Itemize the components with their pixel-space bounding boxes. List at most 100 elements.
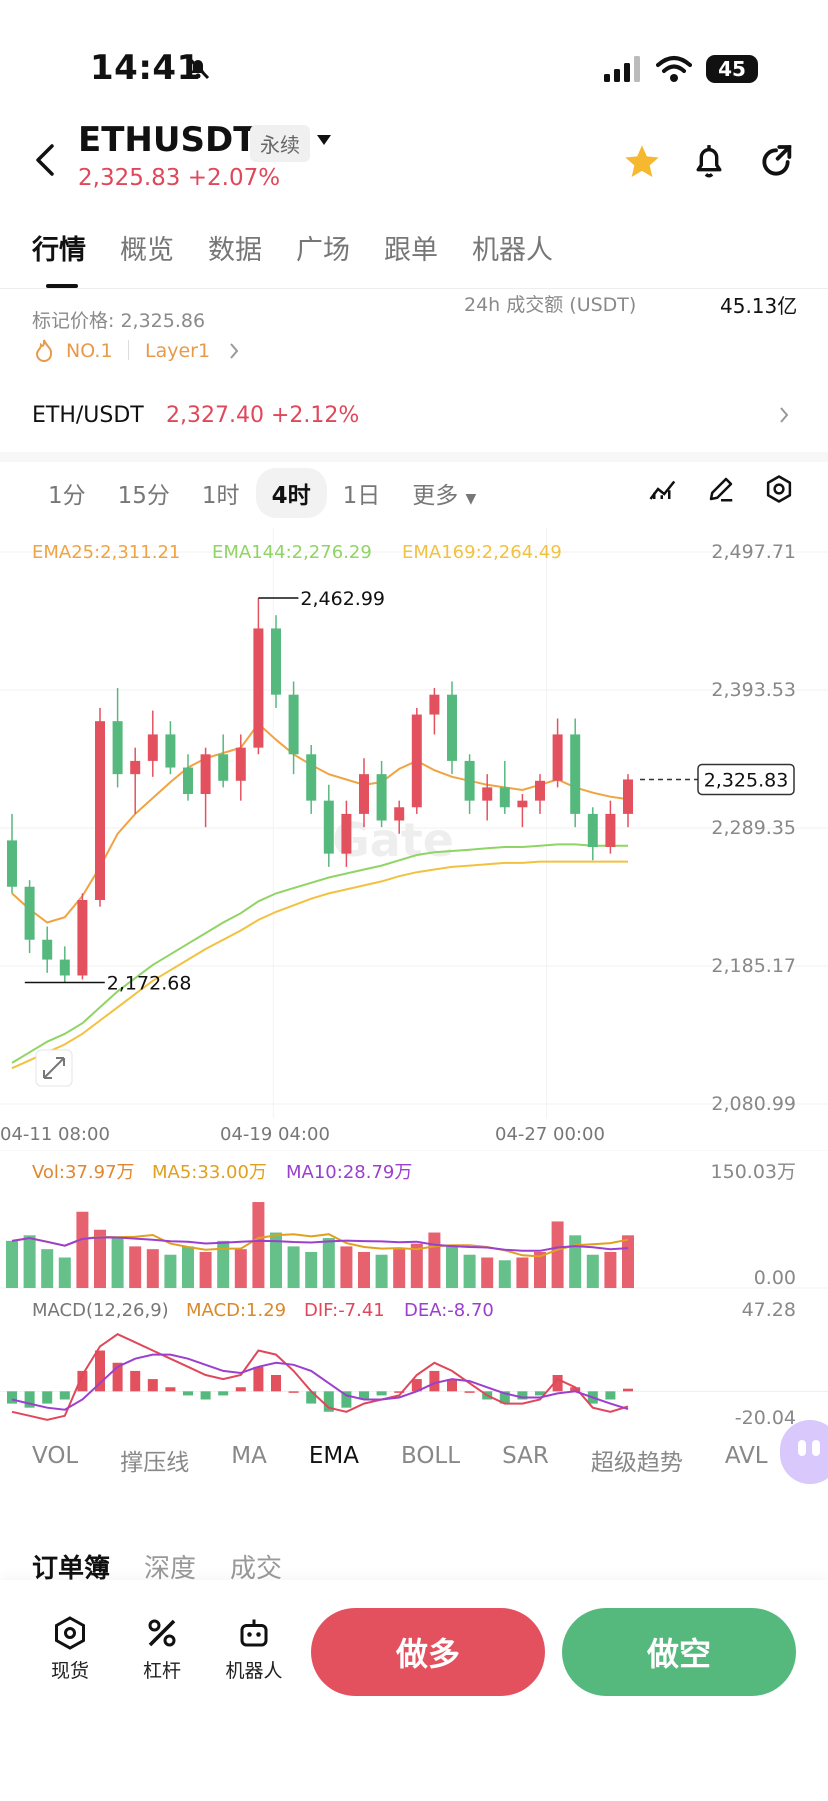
candle-body: [112, 721, 123, 775]
timeframe-1h[interactable]: 1时: [201, 483, 240, 509]
spot-chevron-icon[interactable]: [778, 406, 790, 424]
timeframe-more[interactable]: 更多 ▼: [396, 468, 492, 518]
macd-bar: [130, 1370, 141, 1392]
share-icon[interactable]: [756, 142, 796, 182]
pair-dropdown-icon[interactable]: [316, 133, 332, 147]
indicator-tab-vol[interactable]: VOL: [32, 1443, 79, 1469]
candle-body: [95, 721, 105, 900]
ema25-label: EMA25:2,311.21: [32, 542, 180, 563]
nav-spot[interactable]: 现货: [30, 1615, 110, 1683]
timeframe-1d[interactable]: 1日: [342, 483, 381, 509]
indicator-tab-boll[interactable]: BOLL: [400, 1443, 461, 1469]
high-label: 2,462.99: [300, 588, 385, 610]
margin-icon: [148, 1619, 176, 1647]
short-button[interactable]: 做空: [562, 1608, 796, 1696]
ema-line-ema25: [11, 722, 629, 924]
draw-pen-icon[interactable]: [706, 474, 736, 504]
timeframe-4h[interactable]: 4时: [255, 468, 327, 518]
high-marker: 2,462.99: [258, 588, 385, 610]
volume-bar: [498, 1260, 511, 1288]
tab-copy-trade[interactable]: 跟单: [384, 235, 438, 266]
macd-bar: [218, 1391, 229, 1396]
volume-bar: [551, 1221, 564, 1288]
spot-pair[interactable]: ETH/USDT: [32, 403, 144, 428]
tab-overview[interactable]: 概览: [120, 235, 174, 266]
tab-depth[interactable]: 深度: [144, 1554, 197, 1584]
macd-bar: [464, 1391, 475, 1393]
vol-label: Vol:37.97万: [32, 1162, 135, 1183]
long-button[interactable]: 做多: [311, 1608, 545, 1696]
volume-bar: [23, 1235, 36, 1288]
x-tick: 04-19 04:00: [220, 1124, 330, 1145]
indicator-tab-avl[interactable]: AVL: [724, 1443, 768, 1469]
nav-bot[interactable]: 机器人: [214, 1615, 294, 1683]
volume-bar: [94, 1229, 106, 1288]
tab-bot[interactable]: 机器人: [472, 235, 553, 266]
candle-body: [570, 734, 581, 814]
tab-trades[interactable]: 成交: [230, 1554, 283, 1584]
macd-bar: [429, 1370, 440, 1392]
volume-bar: [622, 1235, 634, 1288]
volume-chart[interactable]: Vol:37.97万 MA5:33.00万 MA10:28.79万 150.03…: [0, 1150, 828, 1292]
expand-icon[interactable]: [35, 1049, 73, 1087]
vol-ma10-label: MA10:28.79万: [286, 1162, 412, 1183]
y-axis-labels: 2,497.71 2,393.53 2,289.35 2,185.17 2,08…: [711, 541, 796, 1115]
volume-bar: [516, 1257, 529, 1288]
macd-bar: [59, 1391, 70, 1400]
candle-body: [587, 813, 598, 848]
candle-body: [59, 959, 70, 976]
timeframe-15m[interactable]: 15分: [117, 483, 170, 509]
settings-gear-icon[interactable]: [764, 474, 794, 504]
volume-bar: [41, 1249, 54, 1288]
x-axis-labels: 04-11 08:00 04-19 04:00 04-27 00:00: [0, 1124, 605, 1145]
timeframe-1m[interactable]: 1分: [48, 483, 86, 509]
macd-chart[interactable]: MACD(12,26,9) MACD:1.29 DIF:-7.41 DEA:-8…: [0, 1292, 828, 1432]
pair-title[interactable]: ETHUSDT: [78, 120, 257, 160]
candlestick-chart[interactable]: Gate 2,497.71 2,393.53 2,289.35 2,185.17…: [0, 528, 828, 1148]
chevron-right-icon[interactable]: [228, 342, 240, 360]
y-tick: 2,393.53: [711, 679, 796, 701]
indicator-tab-sar[interactable]: SAR: [502, 1443, 549, 1469]
bell-icon[interactable]: [690, 142, 728, 182]
volume-bar: [446, 1246, 458, 1288]
tab-orderbook[interactable]: 订单簿: [32, 1554, 111, 1584]
vol-max-label: 150.03万: [711, 1161, 796, 1183]
spot-price: 2,327.40 +2.12%: [166, 403, 359, 428]
indicator-icon[interactable]: [648, 474, 678, 504]
tab-square[interactable]: 广场: [296, 235, 350, 266]
category-tag[interactable]: Layer1: [145, 340, 211, 362]
more-caret-icon: ▼: [465, 491, 477, 507]
candle-body: [183, 767, 193, 795]
back-arrow-icon[interactable]: [32, 142, 56, 178]
candle-body: [235, 747, 246, 781]
candle-body: [341, 813, 352, 854]
nav-margin[interactable]: 杠杆: [122, 1615, 202, 1683]
assistant-bubble-icon[interactable]: [780, 1420, 828, 1484]
volume-bar: [604, 1251, 617, 1288]
indicator-tab-ma[interactable]: MA: [231, 1443, 267, 1469]
volume-bar: [199, 1251, 212, 1288]
indicator-tab-ema[interactable]: EMA: [308, 1443, 359, 1469]
ema144-label: EMA144:2,276.29: [212, 542, 372, 563]
section-divider: [0, 452, 828, 462]
tab-data[interactable]: 数据: [208, 235, 262, 266]
macd-bar: [605, 1391, 616, 1400]
indicator-tabs: VOL 撑压线 MA EMA BOLL SAR 超级趋势 AVL: [32, 1443, 810, 1477]
chart-grid: [0, 528, 828, 1118]
ema-legend: EMA25:2,311.21 EMA144:2,276.29 EMA169:2,…: [32, 542, 562, 563]
indicator-tab-supertrend[interactable]: 超级趋势: [590, 1450, 683, 1476]
volume-bar: [76, 1211, 89, 1288]
watermark: Gate: [332, 813, 454, 867]
candle-body: [271, 628, 281, 695]
indicator-tab-support-resistance[interactable]: 撑压线: [120, 1450, 190, 1476]
volume-bar: [463, 1254, 476, 1288]
volume-value: 45.13亿: [720, 294, 798, 318]
candle-body: [464, 760, 475, 801]
mute-bell-icon: [186, 55, 210, 80]
macd-bar: [306, 1391, 317, 1404]
macd-bar: [623, 1388, 633, 1392]
star-icon[interactable]: [622, 142, 662, 182]
y-tick: 2,289.35: [711, 817, 796, 839]
tab-market[interactable]: 行情: [32, 235, 86, 266]
candle-body: [605, 813, 616, 848]
